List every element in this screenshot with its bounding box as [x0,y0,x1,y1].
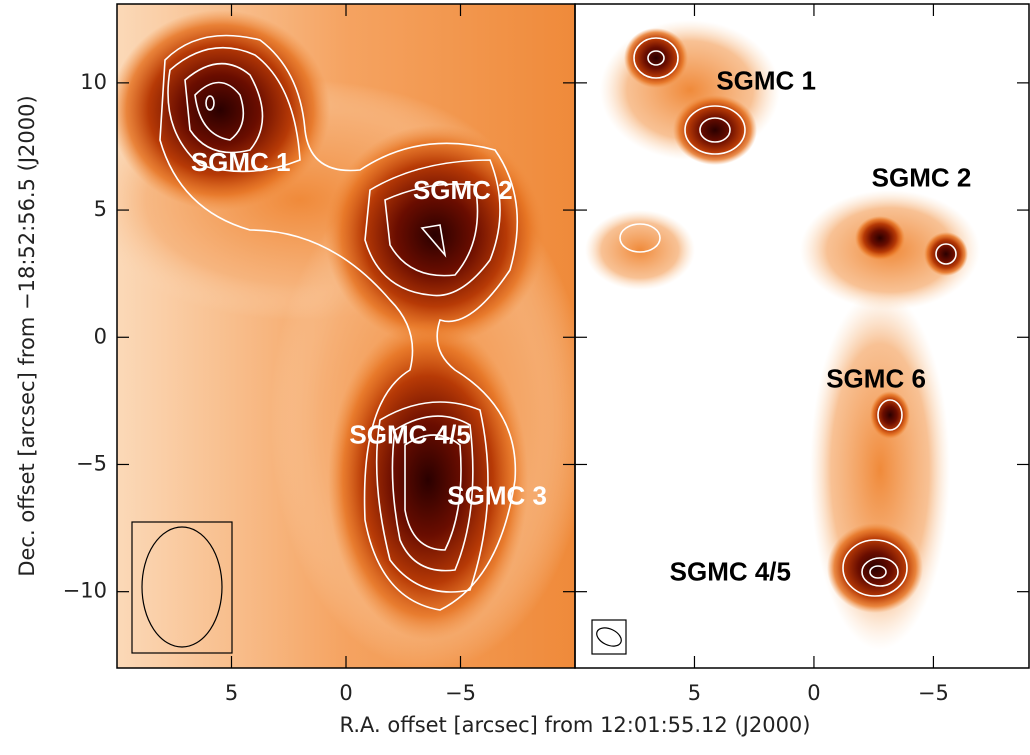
right-frame [574,3,1030,669]
x-tick-label: −5 [918,681,949,705]
x-tick-label: 0 [339,681,352,705]
y-axis-label: Dec. offset [arcsec] from −18:52:56.5 (J… [15,95,39,576]
x-axis-label: R.A. offset [arcsec] from 12:01:55.12 (J… [340,713,811,737]
y-tick-label: 0 [94,324,107,348]
y-tick-label: 10 [80,70,107,94]
left-image [117,4,575,668]
y-tick-label: −10 [63,579,107,603]
annotation: SGMC 6 [826,363,926,393]
annotation: SGMC 4/5 [670,557,791,587]
annotation: SGMC 3 [447,480,547,510]
right-image [575,4,1030,668]
y-tick-label: 5 [94,197,107,221]
x-tick-label: 5 [225,681,238,705]
x-tick-label: −5 [445,681,476,705]
annotation: SGMC 2 [872,162,972,192]
annotation: SGMC 1 [716,66,816,96]
annotation: SGMC 4/5 [349,419,470,449]
annotation: SGMC 2 [413,175,513,205]
y-tick-label: −5 [76,451,107,475]
x-tick-label: 5 [688,681,701,705]
x-tick-label: 0 [807,681,820,705]
annotation: SGMC 1 [191,147,291,177]
